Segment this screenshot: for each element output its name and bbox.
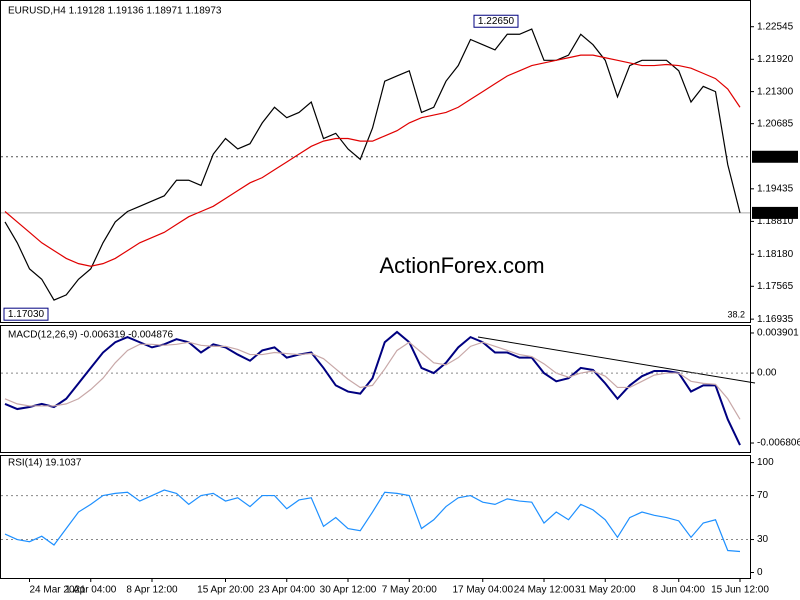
y-tick-label: 30 — [757, 534, 769, 545]
x-tick-label: 8 Apr 12:00 — [126, 585, 178, 596]
y-tick-label: -0.006806 — [757, 438, 800, 449]
series-line — [4, 341, 741, 420]
y-tick-label: 1.17565 — [757, 281, 794, 292]
x-tick-label: 15 Apr 20:00 — [197, 585, 254, 596]
macd-panel — [0, 325, 751, 453]
y-tick-label: 1.18180 — [757, 249, 794, 260]
low-box — [3, 307, 49, 321]
rsi-panel — [0, 455, 751, 579]
last-price-box — [752, 206, 798, 219]
y-tick-label: 1.21300 — [757, 86, 794, 97]
trend-line — [477, 336, 756, 384]
rsi-title: RSI(14) 19.1037 — [8, 458, 82, 469]
y-tick-label: 1.19435 — [757, 183, 794, 194]
last-price-label: 1.18973 — [757, 208, 794, 219]
level-box — [752, 150, 798, 163]
y-tick-label: 1.20685 — [757, 118, 794, 129]
macd-title: MACD(12,26,9) -0.006319 -0.004876 — [8, 330, 174, 341]
series-line — [4, 330, 741, 446]
level-label: 1.20050 — [757, 151, 794, 162]
x-tick-label: 24 May 12:00 — [514, 585, 575, 596]
low-label: 1.17030 — [8, 309, 45, 320]
y-tick-label: 0.00 — [757, 368, 777, 379]
y-tick-label: 0.003901 — [757, 328, 799, 339]
y-tick-label: 1.18810 — [757, 216, 794, 227]
watermark: ActionForex.com — [379, 253, 544, 278]
y-tick-label: 1.21920 — [757, 54, 794, 65]
high-box — [473, 14, 519, 28]
x-tick-label: 31 May 20:00 — [575, 585, 636, 596]
x-tick-label: 7 May 20:00 — [382, 585, 437, 596]
price-panel — [0, 0, 751, 323]
chart-title: EURUSD,H4 1.19128 1.19136 1.18971 1.1897… — [8, 6, 222, 17]
y-tick-label: 0 — [757, 567, 763, 578]
x-tick-label: 23 Apr 04:00 — [258, 585, 315, 596]
x-tick-label: 24 Mar 2021 — [30, 585, 87, 596]
series-line — [4, 28, 741, 301]
x-tick-label: 17 May 04:00 — [452, 585, 513, 596]
x-tick-label: 1 Apr 04:00 — [65, 585, 117, 596]
series-line — [4, 54, 741, 267]
x-tick-label: 30 Apr 12:00 — [320, 585, 377, 596]
series-line — [4, 489, 741, 553]
y-tick-label: 1.22545 — [757, 21, 794, 32]
y-tick-label: 100 — [757, 457, 774, 468]
high-label: 1.22650 — [478, 16, 515, 27]
x-tick-label: 15 Jun 12:00 — [711, 585, 769, 596]
y-tick-label: 70 — [757, 490, 769, 501]
x-tick-label: 8 Jun 04:00 — [653, 585, 706, 596]
fib-note: 38.2 — [727, 309, 745, 319]
y-tick-label: 1.16935 — [757, 314, 794, 325]
